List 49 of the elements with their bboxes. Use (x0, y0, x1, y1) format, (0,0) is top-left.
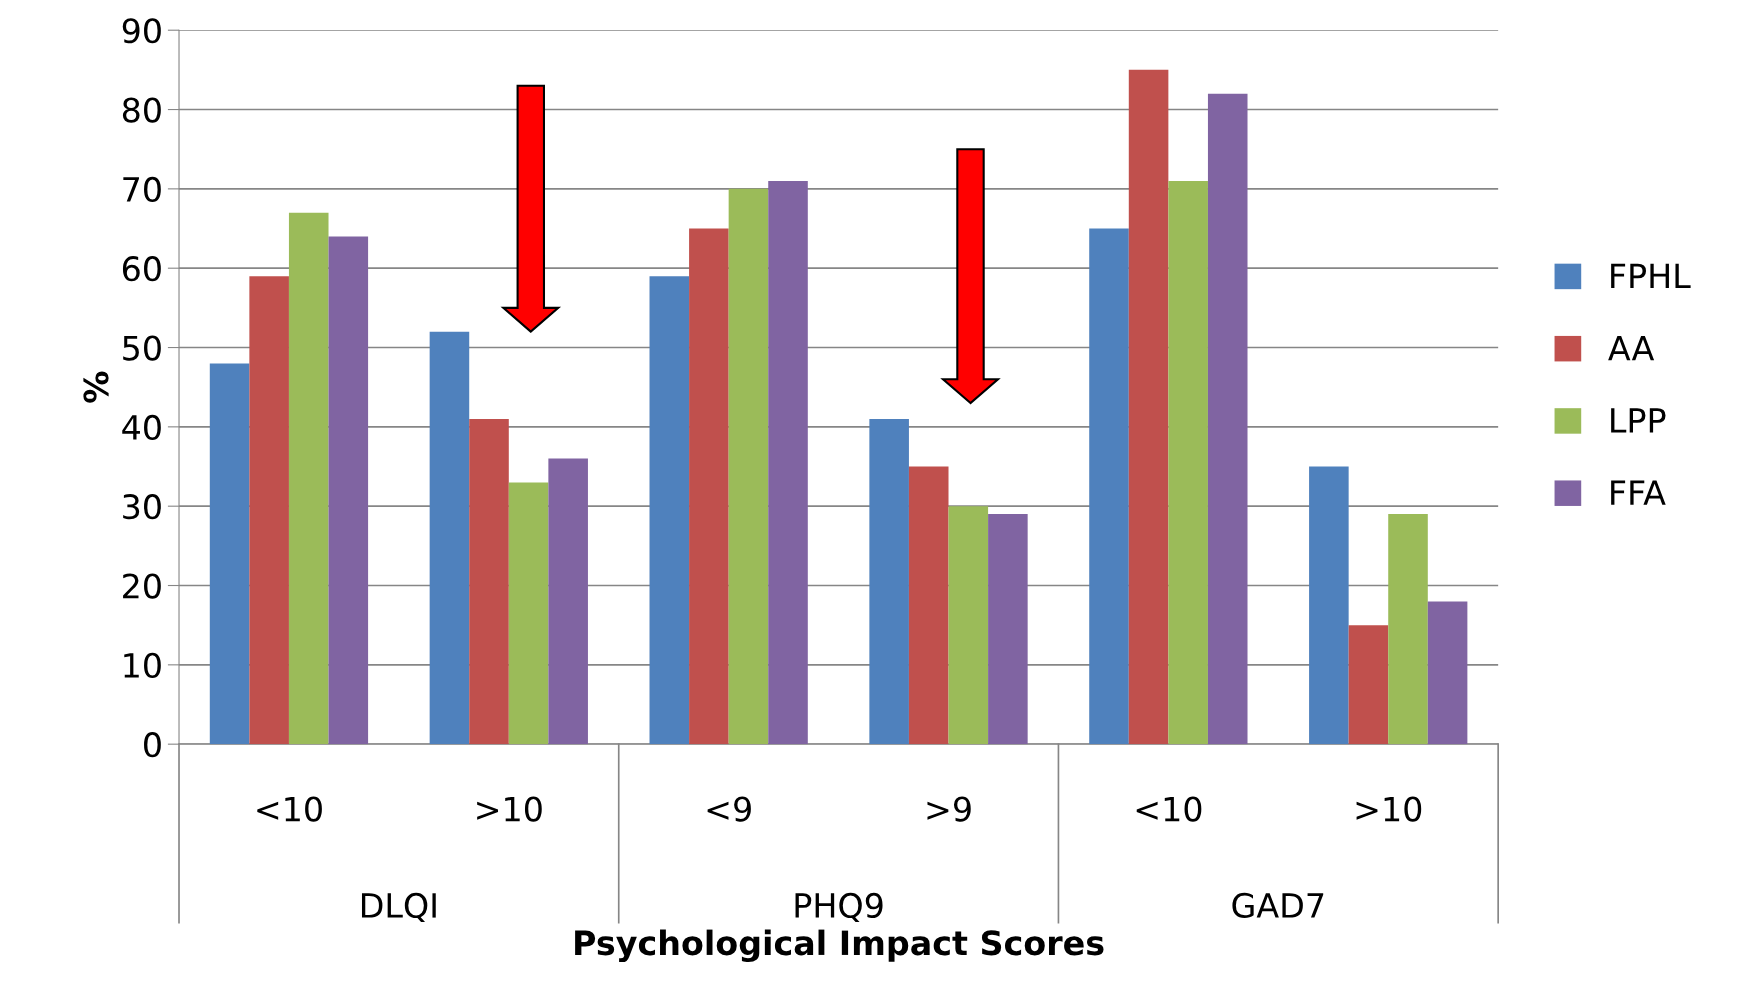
y-tick-label: 10 (124, 652, 161, 678)
bar (548, 458, 588, 745)
bar (1168, 180, 1208, 745)
text: DLQI (361, 892, 436, 922)
bar (1348, 625, 1389, 745)
legend-label: AA (1608, 335, 1655, 361)
bar (689, 228, 729, 745)
bar (728, 188, 769, 745)
bar (908, 466, 949, 745)
y-tick-label: 50 (123, 335, 161, 361)
bar (209, 363, 250, 745)
x-tick-label: >10 (477, 796, 542, 822)
x-tick-label: <10 (257, 796, 322, 822)
x-tick-label: >9 (927, 796, 971, 822)
y-tick-label: 20 (123, 573, 161, 599)
bar (869, 418, 909, 745)
bar (288, 212, 329, 745)
bar (328, 236, 369, 745)
legend-label: FPHL (1611, 263, 1691, 288)
bar (469, 418, 509, 745)
y-tick-label: 70 (123, 176, 161, 203)
bar (1427, 601, 1468, 745)
bar (948, 506, 989, 745)
y-tick-label: 30 (123, 494, 161, 520)
y-tick-label: 40 (122, 414, 161, 440)
text: PHQ9 (795, 892, 883, 922)
x-tick-label: >10 (1356, 796, 1422, 822)
y-tick-label: 0 (144, 732, 161, 758)
bar (1388, 514, 1428, 745)
x-tick-label: <9 (707, 796, 751, 822)
bar (249, 276, 289, 745)
x-axis-title: Psychological Impact Scores (575, 929, 1104, 963)
bar (1207, 93, 1248, 745)
bar (508, 482, 549, 745)
y-tick-label: 60 (122, 256, 161, 282)
y-tick-label: 80 (122, 97, 161, 123)
legend-label: LPP (1611, 408, 1666, 433)
text: GAD7 (1232, 892, 1324, 919)
bar (1309, 466, 1349, 745)
x-tick-label: <10 (1136, 796, 1202, 822)
bar (429, 331, 470, 745)
legend-label: FFA (1611, 480, 1666, 505)
bar (1128, 69, 1169, 745)
bar (768, 180, 808, 745)
bar (988, 514, 1028, 745)
bar (1089, 228, 1129, 745)
bar (649, 276, 690, 745)
y-axis-title: % (83, 371, 109, 403)
y-tick-label: 90 (122, 18, 161, 44)
